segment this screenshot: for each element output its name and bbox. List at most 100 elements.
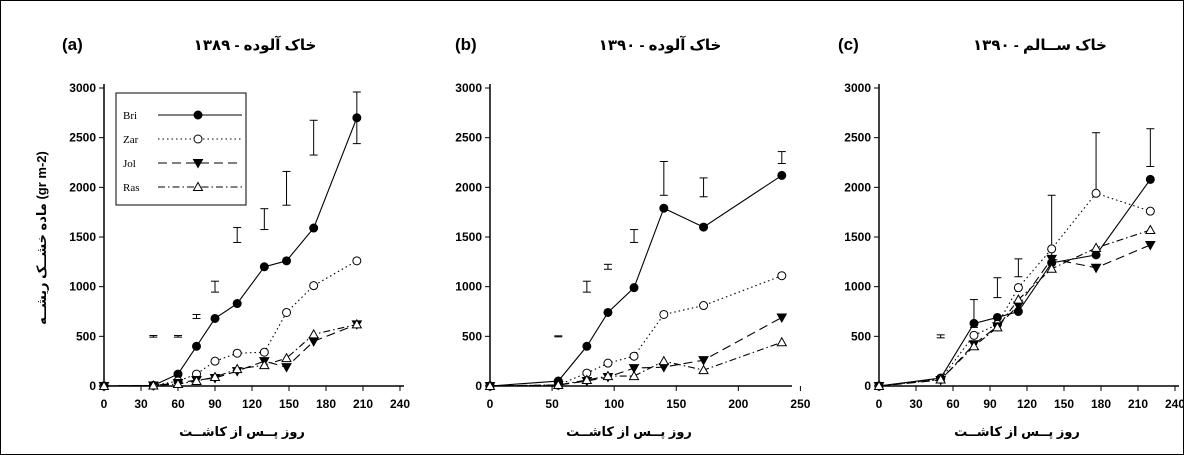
panel-title: خاک ســالم - ۱۳۹۰ <box>973 37 1107 54</box>
legend-marker <box>193 134 203 144</box>
data-point <box>192 341 201 351</box>
data-point <box>1145 174 1155 184</box>
error-bar <box>233 227 242 243</box>
data-point <box>629 283 639 293</box>
x-tick-label: 180 <box>316 397 336 411</box>
error-bar <box>174 335 182 338</box>
x-tick-label: 210 <box>1128 397 1148 411</box>
data-point <box>629 351 639 361</box>
x-tick-label: 200 <box>728 397 748 411</box>
x-tick-label: 150 <box>1054 397 1074 411</box>
data-point <box>191 375 202 386</box>
data-point <box>777 271 787 281</box>
x-tick-label: 30 <box>909 397 923 411</box>
data-point <box>969 318 979 328</box>
x-tick-label: 30 <box>134 397 148 411</box>
data-point <box>282 307 292 317</box>
x-tick-label: 150 <box>666 397 686 411</box>
data-point <box>352 256 362 266</box>
error-bar <box>993 277 1002 299</box>
x-tick-label: 100 <box>604 397 624 411</box>
x-tick-label: 250 <box>790 397 810 411</box>
data-point <box>210 356 220 366</box>
error-bar <box>1014 258 1023 278</box>
y-tick-label: 3000 <box>844 81 871 95</box>
data-point <box>699 222 709 232</box>
series-line <box>103 323 357 387</box>
x-tick-label: 60 <box>171 397 185 411</box>
y-tick-label: 1500 <box>844 230 871 244</box>
y-tick-label: 0 <box>475 379 482 393</box>
y-tick-label: 3000 <box>455 81 482 95</box>
data-point <box>259 347 269 357</box>
data-point <box>147 379 159 390</box>
legend-label: Ras <box>123 182 140 194</box>
x-tick-label: 240 <box>1165 397 1184 411</box>
series-ras <box>98 318 363 390</box>
y-tick-label: 500 <box>76 329 96 343</box>
y-tick-label: 1000 <box>844 280 871 294</box>
data-point <box>1090 263 1102 274</box>
data-point <box>776 313 788 323</box>
legend-entry: Ras <box>123 181 242 194</box>
error-bar <box>309 119 318 156</box>
data-point <box>628 364 640 374</box>
data-point <box>98 380 110 390</box>
data-point <box>628 370 640 381</box>
legend-label: Jol <box>123 158 136 170</box>
plot-layer: 0 500 1000 1500 2000 2500 3000 0 30 60 90 120 150 180… <box>62 35 1184 439</box>
x-axis-label: روز پــس از کاشــت <box>566 424 692 439</box>
y-tick-label: 2000 <box>69 180 96 194</box>
data-point <box>1047 244 1057 254</box>
x-tick-label: 120 <box>242 397 262 411</box>
data-point <box>352 113 362 123</box>
data-point <box>231 363 243 374</box>
error-bar <box>699 177 708 198</box>
data-point <box>968 340 980 351</box>
y-tick-label: 3000 <box>69 81 96 95</box>
data-point <box>698 364 709 375</box>
y-axis-label: ماده خشــک ریشــه (gr m-2) <box>34 151 49 325</box>
legend-marker <box>193 110 203 120</box>
data-point <box>603 358 613 368</box>
data-point <box>603 307 613 317</box>
data-point <box>1090 242 1102 252</box>
data-point <box>281 363 292 373</box>
y-tick-label: 2000 <box>844 180 871 194</box>
legend-entry: Jol <box>123 158 242 170</box>
series-line <box>878 244 1151 387</box>
y-tick-label: 500 <box>851 329 871 343</box>
error-bar <box>260 208 269 231</box>
x-tick-label: 240 <box>390 397 410 411</box>
data-point <box>658 355 670 366</box>
y-tick-label: 0 <box>864 379 871 393</box>
error-bar <box>582 280 591 293</box>
y-tick-label: 2500 <box>844 131 871 145</box>
legend-marker <box>192 159 204 169</box>
panel-title: خاک آلوده - ۱۳۸۹ <box>194 36 317 54</box>
x-tick-label: 90 <box>208 397 222 411</box>
chart-panel: 0 500 1000 1500 2000 2500 3000 0 50 100 150 200 250 (… <box>455 35 811 439</box>
data-point <box>659 203 669 213</box>
y-tick-label: 2500 <box>455 131 482 145</box>
data-point <box>172 378 184 389</box>
x-tick-label: 180 <box>1091 397 1111 411</box>
data-point <box>281 352 292 363</box>
y-tick-label: 2500 <box>69 131 96 145</box>
data-point <box>1046 254 1058 265</box>
data-point <box>602 370 614 381</box>
x-tick-label: 150 <box>279 397 299 411</box>
legend-entry: Zar <box>123 134 242 146</box>
error-bar <box>554 335 563 338</box>
data-point <box>309 223 319 233</box>
data-point <box>232 348 242 358</box>
data-point <box>1091 250 1101 260</box>
legend-marker <box>192 181 204 191</box>
x-tick-label: 210 <box>353 397 373 411</box>
y-tick-label: 1500 <box>69 230 96 244</box>
data-point <box>969 330 979 340</box>
y-tick-label: 500 <box>462 329 482 343</box>
data-point <box>1013 294 1024 304</box>
x-tick-label: 90 <box>983 397 997 411</box>
data-point <box>1046 263 1058 273</box>
